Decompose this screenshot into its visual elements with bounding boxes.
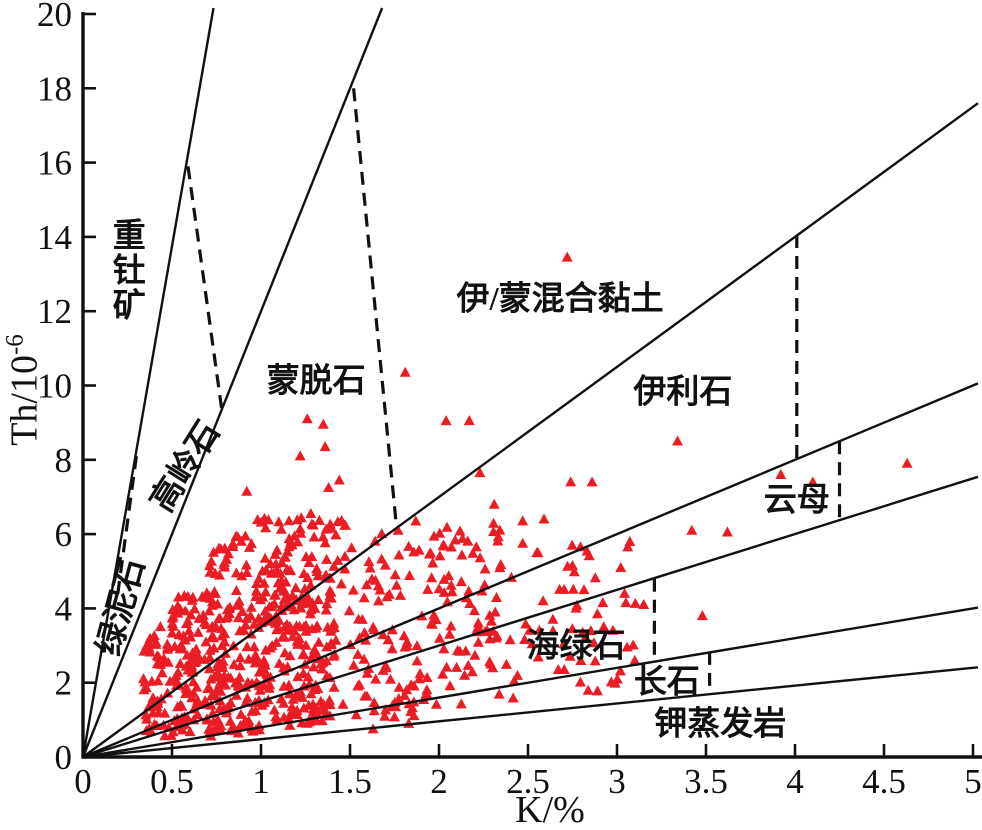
x-tick-label: 0 <box>74 762 92 801</box>
y-axis-title: Th/10-6 <box>2 334 47 446</box>
y-tick-label: 0 <box>55 738 73 777</box>
y-tick-label: 10 <box>37 367 72 406</box>
y-tick-label: 14 <box>37 218 72 257</box>
y-axis-title-base: Th/10 <box>3 355 46 446</box>
y-tick-label: 20 <box>37 0 72 34</box>
zone-dashed-boundary <box>352 88 398 525</box>
y-tick-label: 6 <box>55 515 73 554</box>
x-tick-label: 0.5 <box>150 762 194 801</box>
y-tick-label: 8 <box>55 441 73 480</box>
y-tick-label: 18 <box>37 69 72 108</box>
x-axis-title: K/% <box>515 789 585 830</box>
y-tick-label: 16 <box>37 144 72 183</box>
y-tick-label: 12 <box>37 292 72 331</box>
mineral-boundary-line <box>82 666 979 759</box>
mineral-boundary-line <box>81 7 215 758</box>
mineral-boundary-line <box>82 475 979 759</box>
y-axis-title-exponent: -6 <box>1 334 29 356</box>
zone-dashed-boundary <box>115 455 138 602</box>
zone-dashed-boundary <box>186 166 224 410</box>
x-tick-label: 1.5 <box>328 762 372 801</box>
x-tick-label: 1 <box>252 762 270 801</box>
x-tick-label: 2 <box>430 762 448 801</box>
mineral-boundary-line <box>81 7 384 758</box>
x-tick-label: 4.5 <box>862 762 906 801</box>
y-tick-label: 4 <box>55 589 73 628</box>
scatter-points <box>138 251 913 741</box>
mineral-boundary-line <box>82 382 979 759</box>
y-tick-label: 2 <box>55 664 73 703</box>
x-tick-label: 2.5 <box>506 762 550 801</box>
x-tick-label: 3.5 <box>684 762 728 801</box>
x-tick-label: 5 <box>964 762 982 801</box>
x-tick-label: 3 <box>608 762 626 801</box>
mineral-boundary-line <box>82 102 979 758</box>
x-tick-label: 4 <box>786 762 804 801</box>
mineral-boundary-line <box>82 606 979 759</box>
